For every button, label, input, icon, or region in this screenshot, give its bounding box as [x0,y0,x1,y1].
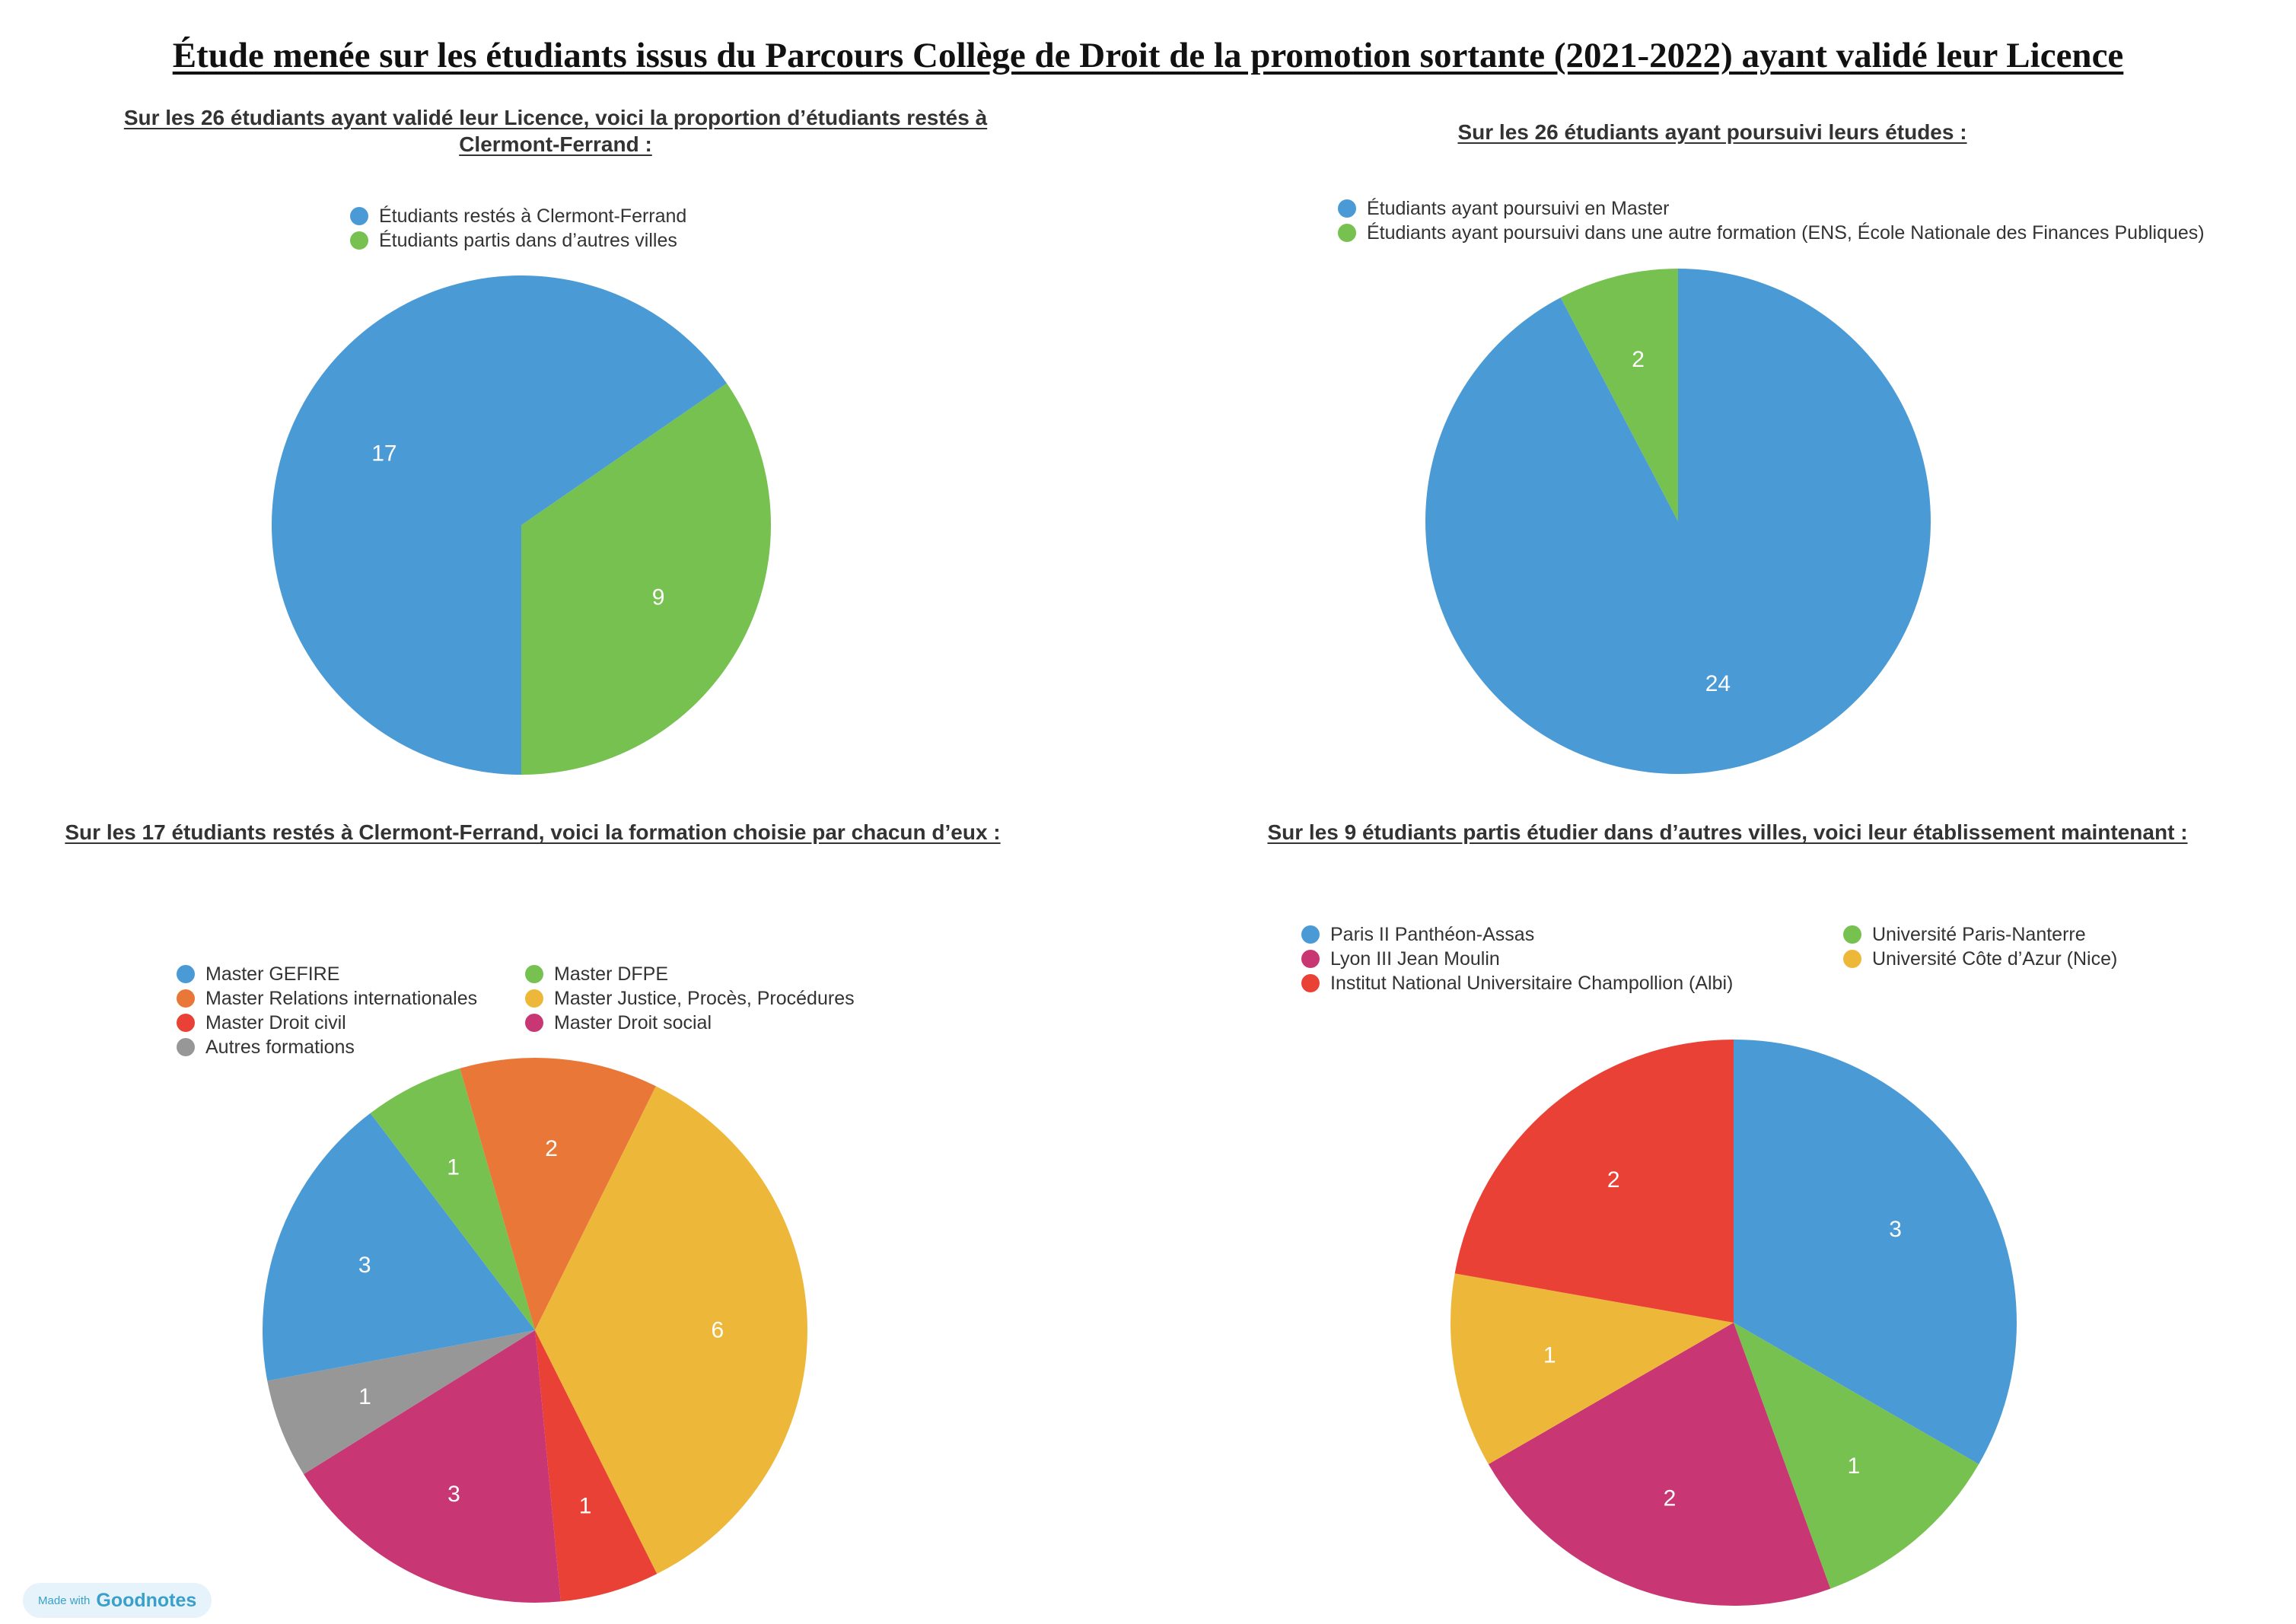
legend-label: Étudiants ayant poursuivi en Master [1367,198,1670,219]
legend-swatch [525,989,543,1008]
legend-item: Étudiants partis dans d’autres villes [350,228,686,253]
pie-slice-value-label: 1 [447,1155,460,1180]
legend-item: Master Justice, Procès, Procédures [525,986,855,1011]
pie-slice-value-label: 24 [1705,671,1731,696]
chart-4-title: Sur les 9 étudiants partis étudier dans … [1267,820,2188,844]
legend-label: Lyon III Jean Moulin [1330,948,1500,970]
chart-1-title: Sur les 26 étudiants ayant validé leur L… [123,106,988,156]
legend-swatch [1338,224,1356,242]
pie-slice [267,1330,535,1475]
legend-swatch [350,207,368,225]
legend-label: Paris II Panthéon-Assas [1330,924,1535,945]
chart-1-legend: Étudiants restés à Clermont-Ferrand Étud… [350,204,686,253]
pie-slice-value-label: 9 [652,585,665,610]
pie-slice-value-label: 3 [1889,1217,1902,1242]
legend-swatch [1338,199,1356,218]
legend-label: Autres formations [205,1036,355,1058]
goodnotes-badge: Made with Goodnotes [23,1583,212,1618]
pie-slice [521,383,771,775]
legend-item: Autres formations [177,1035,525,1059]
pie-slice [1734,1040,2017,1464]
legend-swatch [1301,950,1320,968]
pie-slice-value-label: 3 [447,1482,460,1507]
legend-label: Master Justice, Procès, Procédures [554,988,855,1009]
badge-brand-text: Goodnotes [96,1589,197,1611]
legend-swatch [177,965,195,983]
legend-item: Étudiants restés à Clermont-Ferrand [350,204,686,228]
pie-slice [460,1058,656,1330]
pie-slice-value-label: 2 [1664,1486,1677,1511]
legend-label: Master Droit social [554,1012,712,1033]
legend-swatch [1843,925,1861,944]
chart-3-legend: Master GEFIRE Master DFPE Master Relatio… [177,962,855,1059]
legend-swatch [525,965,543,983]
legend-item: Master DFPE [525,962,855,986]
pie-slice-value-label: 3 [358,1253,371,1278]
chart-2-title: Sur les 26 étudiants ayant poursuivi leu… [1457,120,1967,144]
legend-item: Université Paris-Nanterre [1843,922,2117,947]
pie-slice-value-label: 2 [545,1136,558,1161]
legend-label: Étudiants restés à Clermont-Ferrand [379,205,687,227]
pie-slice-value-label: 6 [712,1318,724,1343]
legend-swatch [1301,974,1320,992]
pie-slice [1451,1273,1734,1464]
legend-label: Étudiants ayant poursuivi dans une autre… [1367,222,2205,244]
pie-chart-4: 3 1 2 1 2 [1451,1040,2017,1606]
badge-small-text: Made with [38,1594,91,1607]
legend-item: Master GEFIRE [177,962,525,986]
legend-item: Master Relations internationales [177,986,525,1011]
legend-item: Université Côte d’Azur (Nice) [1843,947,2117,971]
legend-swatch [177,1014,195,1032]
pie-slice [304,1330,561,1603]
legend-label: Master DFPE [554,963,669,985]
pie-slice [1560,269,1678,521]
legend-item: Paris II Panthéon-Assas [1301,922,1843,947]
legend-swatch [1843,950,1861,968]
pie-slice [1734,1323,1979,1589]
legend-label: Master GEFIRE [205,963,340,985]
pie-chart-1: 9 17 [272,275,771,775]
legend-swatch [525,1014,543,1032]
chart-3-title: Sur les 17 étudiants restés à Clermont-F… [65,820,1001,844]
pie-slice [1454,1040,1734,1323]
pie-slice [262,1113,535,1381]
legend-item: Lyon III Jean Moulin [1301,947,1843,971]
legend-label: Master Relations internationales [205,988,478,1009]
legend-swatch [1301,925,1320,944]
chart-2-legend: Étudiants ayant poursuivi en Master Étud… [1338,196,2205,245]
legend-item: Étudiants ayant poursuivi en Master [1338,196,2205,221]
legend-swatch [350,231,368,250]
legend-item: Master Droit civil [177,1011,525,1035]
legend-item: Master Droit social [525,1011,855,1035]
pie-slice [535,1086,807,1575]
pie-slice [272,275,727,775]
legend-swatch [177,989,195,1008]
pie-slice-value-label: 17 [371,441,396,466]
legend-item: Institut National Universitaire Champoll… [1301,971,1843,995]
legend-swatch [177,1038,195,1056]
pie-slice-value-label: 1 [1847,1454,1860,1479]
legend-label: Institut National Universitaire Champoll… [1330,973,1734,994]
legend-label: Master Droit civil [205,1012,346,1033]
legend-item: Étudiants ayant poursuivi dans une autre… [1338,221,2205,245]
pie-slice-value-label: 1 [1543,1343,1556,1368]
pie-slice-value-label: 1 [579,1494,592,1519]
legend-label: Étudiants partis dans d’autres villes [379,230,677,251]
legend-label: Université Côte d’Azur (Nice) [1872,948,2118,970]
pie-slice-value-label: 2 [1607,1167,1620,1193]
pie-slice-value-label: 1 [358,1384,371,1409]
page-title: Étude menée sur les étudiants issus du P… [172,36,2124,75]
pie-slice [1488,1323,1831,1606]
chart-4-legend: Paris II Panthéon-Assas Université Paris… [1301,922,2117,995]
pie-slice-value-label: 2 [1632,347,1645,372]
legend-label: Université Paris-Nanterre [1872,924,2086,945]
pie-chart-3: 2 6 1 3 1 3 1 [262,1058,807,1603]
pie-slice [370,1068,535,1330]
pie-slice [535,1330,658,1602]
pie-chart-2: 24 2 [1425,269,1931,774]
